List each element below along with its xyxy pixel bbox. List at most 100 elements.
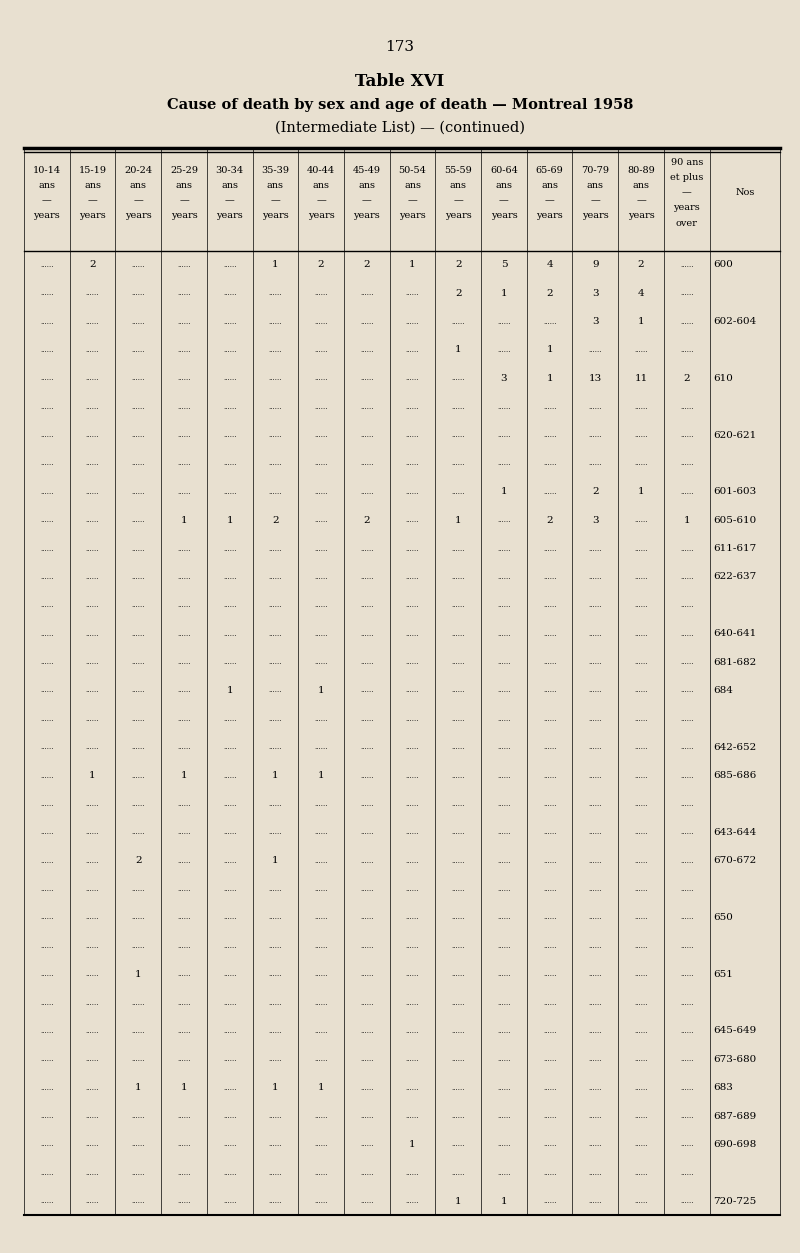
Text: ......: ...... [680,1140,694,1149]
Text: ans: ans [267,180,284,190]
Text: ......: ...... [543,828,556,836]
Text: ......: ...... [269,317,282,326]
Text: 2: 2 [318,261,325,269]
Text: ......: ...... [269,460,282,467]
Text: ......: ...... [86,885,99,893]
Text: 2: 2 [592,487,598,496]
Text: 1: 1 [409,1140,416,1149]
Text: ......: ...... [86,573,99,581]
Text: ......: ...... [131,487,145,496]
Text: ......: ...... [269,799,282,808]
Text: ......: ...... [543,460,556,467]
Text: 2: 2 [90,261,96,269]
Text: ......: ...... [269,1113,282,1120]
Text: ......: ...... [223,1055,237,1064]
Text: ......: ...... [406,942,419,950]
Text: 1: 1 [181,1083,187,1093]
Text: ......: ...... [360,346,374,353]
Text: ......: ...... [360,658,374,667]
Text: ......: ...... [406,1084,419,1091]
Text: ......: ...... [314,289,328,297]
Text: ......: ...... [543,885,556,893]
Text: ......: ...... [269,942,282,950]
Text: 2: 2 [135,856,142,866]
Text: ......: ...... [406,658,419,667]
Text: ......: ...... [269,658,282,667]
Text: 9: 9 [592,261,598,269]
Text: 673-680: 673-680 [714,1055,757,1064]
Text: ......: ...... [360,317,374,326]
Text: ......: ...... [589,1027,602,1035]
Text: ......: ...... [131,630,145,638]
Text: ......: ...... [40,289,54,297]
Text: ......: ...... [543,545,556,553]
Text: ......: ...... [451,828,465,836]
Text: 1: 1 [272,1083,278,1093]
Text: ......: ...... [543,913,556,921]
Text: ......: ...... [314,573,328,581]
Text: ......: ...... [360,630,374,638]
Text: 4: 4 [546,261,553,269]
Text: ......: ...... [451,630,465,638]
Text: ......: ...... [223,799,237,808]
Text: ......: ...... [223,601,237,609]
Text: ......: ...... [314,487,328,496]
Text: 10-14: 10-14 [33,165,61,175]
Text: ......: ...... [40,487,54,496]
Text: ......: ...... [680,317,694,326]
Text: ......: ...... [406,1113,419,1120]
Text: 80-89: 80-89 [627,165,655,175]
Text: ......: ...... [497,1084,510,1091]
Text: ......: ...... [360,573,374,581]
Text: ......: ...... [451,402,465,411]
Text: ......: ...... [360,545,374,553]
Text: ......: ...... [634,857,648,865]
Text: ......: ...... [269,885,282,893]
Text: ......: ...... [589,1055,602,1064]
Text: ......: ...... [86,630,99,638]
Text: 1: 1 [409,261,416,269]
Text: ......: ...... [634,346,648,353]
Text: ......: ...... [634,516,648,524]
Text: ......: ...... [680,885,694,893]
Text: 720-725: 720-725 [714,1197,757,1205]
Text: ......: ...... [589,1197,602,1205]
Text: ......: ...... [269,630,282,638]
Text: 4: 4 [638,288,644,298]
Text: ......: ...... [634,885,648,893]
Text: ......: ...... [86,601,99,609]
Text: ......: ...... [40,970,54,979]
Text: ......: ...... [634,630,648,638]
Text: 13: 13 [589,373,602,383]
Text: ......: ...... [178,402,190,411]
Text: ......: ...... [86,970,99,979]
Text: ans: ans [358,180,375,190]
Text: ......: ...... [314,799,328,808]
Text: years: years [354,211,380,221]
Text: ......: ...... [131,1055,145,1064]
Text: ......: ...... [178,346,190,353]
Text: ans: ans [130,180,146,190]
Text: 685-686: 685-686 [714,771,757,781]
Text: ......: ...... [543,1140,556,1149]
Text: years: years [674,203,700,213]
Text: 55-59: 55-59 [444,165,472,175]
Text: ......: ...... [40,828,54,836]
Text: 622-637: 622-637 [714,573,757,581]
Text: ans: ans [633,180,650,190]
Text: ......: ...... [178,545,190,553]
Text: ......: ...... [589,601,602,609]
Text: ......: ...... [86,1140,99,1149]
Text: ......: ...... [178,375,190,382]
Text: ......: ...... [680,460,694,467]
Text: ......: ...... [543,487,556,496]
Text: ......: ...... [40,630,54,638]
Text: 2: 2 [638,261,644,269]
Text: ......: ...... [451,317,465,326]
Text: ......: ...... [543,743,556,752]
Text: ......: ...... [589,743,602,752]
Text: ......: ...... [543,573,556,581]
Text: 50-54: 50-54 [398,165,426,175]
Text: 1: 1 [181,771,187,781]
Text: ......: ...... [497,913,510,921]
